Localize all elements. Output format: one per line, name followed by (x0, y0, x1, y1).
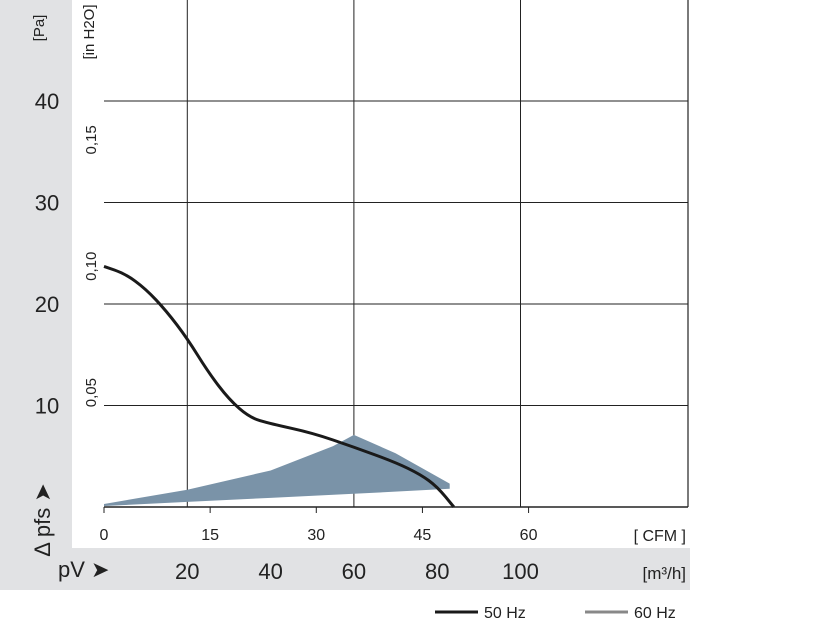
operating-area (104, 434, 450, 506)
series-line (103, 265, 456, 508)
y2-tick-label: 0,15 (83, 125, 100, 154)
x2-unit-label: [ CFM ] (634, 528, 686, 545)
y-tick-label: 10 (35, 394, 59, 419)
y2-tick-label: 0,05 (83, 378, 100, 407)
y2-tick-label: 0,10 (83, 252, 100, 281)
y-axis-label: Δ pfs ➤ (30, 483, 55, 557)
legend-label-50hz: 50 Hz (484, 605, 526, 622)
y-tick-label: 40 (35, 89, 59, 114)
x2-tick-label: 45 (414, 527, 432, 544)
x-unit-label: [m³/h] (643, 564, 686, 583)
x2-tick-label: 15 (201, 527, 219, 544)
x-tick-label: 80 (425, 559, 449, 584)
x2-tick-label: 0 (100, 527, 109, 544)
x-tick-label: 40 (258, 559, 282, 584)
x-axis-label: pV ➤ (58, 557, 109, 582)
x2-tick-label: 30 (307, 527, 325, 544)
x-tick-label: 60 (342, 559, 366, 584)
y-tick-label: 20 (35, 292, 59, 317)
y2-unit-label: [in H2O] (81, 4, 98, 59)
y-unit-label: [Pa] (31, 15, 48, 42)
legend-label-60hz: 60 Hz (634, 605, 676, 622)
x-axis-panel (0, 548, 690, 590)
y-axis-panel (0, 0, 72, 590)
x-tick-label: 20 (175, 559, 199, 584)
y-tick-label: 30 (35, 191, 59, 216)
x-tick-label: 100 (502, 559, 539, 584)
x2-tick-label: 60 (520, 527, 538, 544)
